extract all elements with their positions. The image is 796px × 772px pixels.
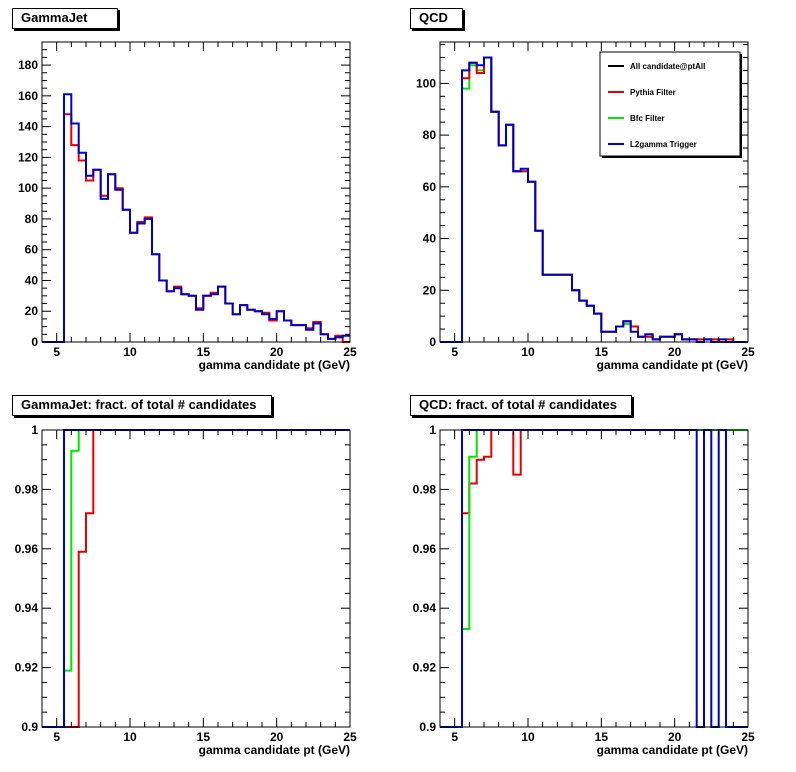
- series-pythia-qcd-frac: [440, 429, 748, 728]
- y-tick-label: 80: [25, 212, 39, 226]
- x-tick-label: 10: [521, 345, 535, 359]
- y-tick-label: 0.92: [413, 661, 437, 675]
- plot-frame: [41, 41, 351, 343]
- y-tick-label: 0.94: [15, 601, 39, 615]
- x-tick-label: 10: [521, 730, 535, 744]
- y-tick-label: 20: [423, 283, 437, 297]
- x-tick-label: 20: [668, 730, 682, 744]
- y-tick-label: 0.94: [413, 601, 437, 615]
- y-tick-label: 120: [18, 150, 38, 164]
- legend-label-all: All candidate@ptAll: [630, 62, 705, 71]
- x-tick-label: 10: [123, 730, 137, 744]
- series-l2-qcd-counts: [440, 56, 748, 343]
- panel-qcd-frac: 5 10 15 20 25 0.9 0.92 0.94 0.96 0.98 1 gamma candi…: [413, 423, 755, 757]
- y-tick-label: 1: [31, 423, 38, 437]
- y-tick-label: 0.9: [21, 720, 38, 734]
- y-tick-label: 180: [18, 58, 38, 72]
- y-tick-label: 80: [423, 128, 437, 142]
- pad-title: QCD: [410, 8, 463, 29]
- legend: All candidate@ptAll Pythia Filter Bfc Filt…: [599, 51, 742, 158]
- y-tick-label: 60: [25, 243, 39, 257]
- series-l2-gj-frac: [42, 429, 350, 728]
- panel-gj-frac: 5 10 15 20 25 0.9 0.92 0.94 0.96 0.98 1 gamma candi…: [15, 423, 357, 757]
- x-tick-label: 5: [53, 730, 60, 744]
- y-tick-label: 40: [25, 273, 39, 287]
- x-axis-label: gamma candidate pt (GeV): [597, 358, 748, 372]
- y-tick-label: 0.92: [15, 661, 39, 675]
- y-tick-label: 1: [429, 423, 436, 437]
- series-l2-gj-counts: [42, 93, 350, 343]
- plot-frame: [41, 429, 351, 728]
- x-axis-label: gamma candidate pt (GeV): [199, 358, 350, 372]
- panel-qcd-counts: 5 10 15 20 25 0 20 40 60 80 100 gamma candidate pt …: [416, 41, 755, 372]
- x-tick-label: 25: [343, 730, 357, 744]
- legend-box: [599, 51, 741, 157]
- x-tick-label: 20: [270, 345, 284, 359]
- y-tick-label: 20: [25, 304, 39, 318]
- x-tick-label: 25: [741, 730, 755, 744]
- x-tick-label: 15: [197, 730, 211, 744]
- y-tick-label: 0.98: [413, 482, 437, 496]
- x-tick-label: 25: [741, 345, 755, 359]
- y-tick-label: 0.98: [15, 482, 39, 496]
- series-pythia-gj-frac: [42, 429, 350, 728]
- y-tick-label: 0.96: [15, 542, 39, 556]
- x-tick-label: 5: [451, 730, 458, 744]
- x-tick-label: 25: [343, 345, 357, 359]
- y-tick-label: 40: [423, 232, 437, 246]
- y-tick-label: 0: [31, 335, 38, 349]
- x-tick-label: 15: [595, 730, 609, 744]
- y-tick-label: 0.9: [419, 720, 436, 734]
- x-tick-label: 20: [668, 345, 682, 359]
- x-tick-label: 15: [595, 345, 609, 359]
- y-tick-label: 100: [416, 76, 436, 90]
- x-tick-label: 5: [53, 345, 60, 359]
- x-axis-label: gamma candidate pt (GeV): [199, 743, 350, 757]
- legend-label-pythia: Pythia Filter: [630, 88, 676, 97]
- x-tick-label: 10: [123, 345, 137, 359]
- series-bfc-qcd-frac: [440, 429, 748, 728]
- series-l2-qcd-frac: [440, 429, 748, 728]
- y-tick-label: 0: [429, 335, 436, 349]
- pad-title: GammaJet: [12, 8, 119, 29]
- legend-label-l2: L2gamma Trigger: [630, 140, 697, 149]
- y-tick-label: 160: [18, 89, 38, 103]
- plot-frame: [439, 41, 749, 343]
- y-tick-label: 0.96: [413, 542, 437, 556]
- plot-frame: [439, 429, 749, 728]
- x-tick-label: 15: [197, 345, 211, 359]
- pad-title: QCD: fract. of total # candidates: [410, 395, 632, 416]
- panel-gj-counts: 5 10 15 20 25 0 20 40 60 80 100 120 140 160 180 gamma c…: [18, 41, 357, 372]
- x-tick-label: 20: [270, 730, 284, 744]
- legend-label-bfc: Bfc Filter: [630, 114, 665, 123]
- x-axis-label: gamma candidate pt (GeV): [597, 743, 748, 757]
- y-tick-label: 100: [18, 181, 38, 195]
- series-bfc-gj-frac: [42, 429, 350, 728]
- y-tick-label: 140: [18, 120, 38, 134]
- pad-title: GammaJet: fract. of total # candidates: [12, 395, 272, 416]
- x-tick-label: 5: [451, 345, 458, 359]
- y-tick-label: 60: [423, 180, 437, 194]
